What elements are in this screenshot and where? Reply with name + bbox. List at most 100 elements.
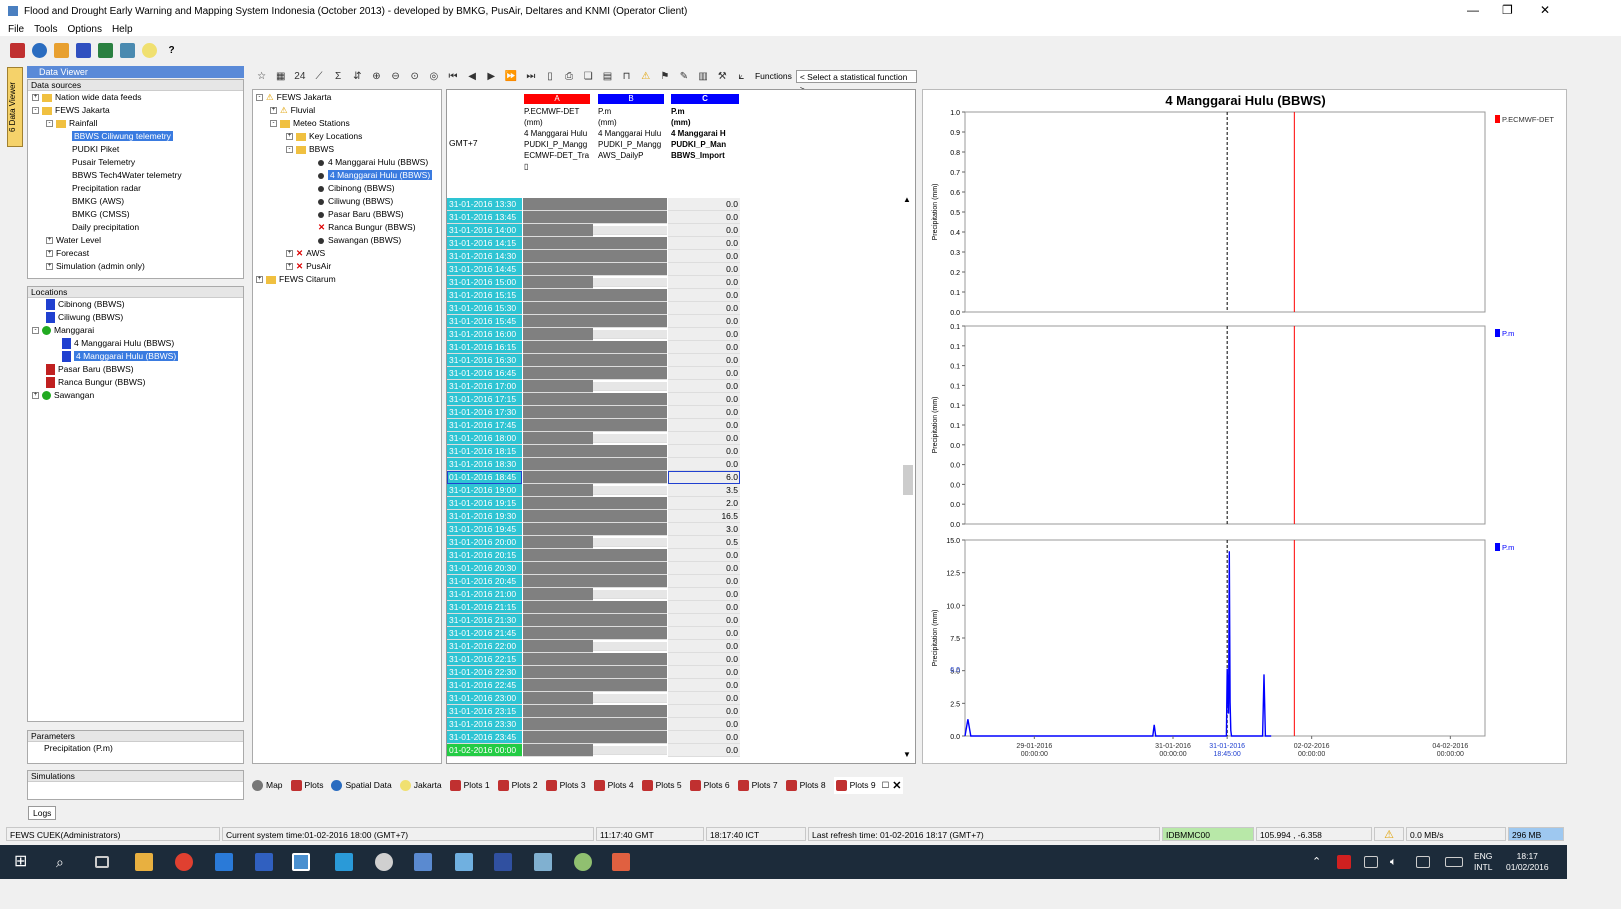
value-cell[interactable] <box>593 523 667 536</box>
time-cell[interactable]: 31-01-2016 20:15 <box>447 549 522 562</box>
app-icon[interactable] <box>455 853 473 871</box>
time-cell[interactable]: 31-01-2016 22:15 <box>447 653 522 666</box>
value-cell[interactable] <box>523 562 593 575</box>
value-cell[interactable]: 0.0 <box>668 744 740 757</box>
value-cell[interactable] <box>523 497 593 510</box>
value-cell[interactable] <box>593 341 667 354</box>
fews-app-icon[interactable] <box>292 853 310 871</box>
value-cell[interactable] <box>593 538 667 547</box>
star-icon[interactable]: ☆ <box>257 70 267 82</box>
value-cell[interactable] <box>593 614 667 627</box>
lock-icon[interactable]: ⊓ <box>622 70 631 82</box>
value-cell[interactable]: 0.0 <box>668 250 740 263</box>
value-cell[interactable]: 0.0 <box>668 692 740 705</box>
value-cell[interactable]: 0.0 <box>668 731 740 744</box>
value-cell[interactable] <box>593 486 667 495</box>
table-icon[interactable]: ▦ <box>275 70 286 82</box>
menu-help[interactable]: Help <box>111 23 133 35</box>
value-cell[interactable] <box>523 640 593 653</box>
tree-item[interactable]: - Rainfall <box>32 117 243 130</box>
column-header-c[interactable]: C P.m (mm) 4 Manggarai H PUDKI_P_Man BBWS_I… <box>671 94 739 161</box>
table-row[interactable]: 31-01-2016 16:30 0.0 <box>447 354 740 367</box>
filter-item[interactable]: 4 Manggarai Hulu (BBWS) <box>256 156 441 169</box>
volume-icon[interactable]: 🔈︎ <box>1390 856 1397 868</box>
value-cell[interactable]: 0.0 <box>668 549 740 562</box>
tab-plots-3[interactable]: Plots 3 <box>545 779 586 791</box>
time-cell[interactable]: 31-01-2016 15:45 <box>447 315 522 328</box>
value-cell[interactable]: 3.0 <box>668 523 740 536</box>
filter-item[interactable]: Ciliwung (BBWS) <box>256 195 441 208</box>
value-cell[interactable] <box>523 575 593 588</box>
value-cell[interactable] <box>593 367 667 380</box>
time-cell[interactable]: 31-01-2016 20:30 <box>447 562 522 575</box>
value-cell[interactable] <box>523 614 593 627</box>
location-item[interactable]: Pasar Baru (BBWS) <box>32 363 243 376</box>
value-cell[interactable] <box>593 601 667 614</box>
table-row[interactable]: 31-01-2016 19:00 3.5 <box>447 484 740 497</box>
location-item[interactable]: - Manggarai <box>32 324 243 337</box>
time-cell[interactable]: 31-01-2016 20:45 <box>447 575 522 588</box>
value-cell[interactable] <box>593 497 667 510</box>
zoom-out-icon[interactable]: ⊖ <box>391 70 400 82</box>
table-row[interactable]: 31-01-2016 20:45 0.0 <box>447 575 740 588</box>
filter-item[interactable]: Cibinong (BBWS) <box>256 182 441 195</box>
tab-plots-9[interactable]: Plots 9 ☐ ✕ <box>833 776 904 794</box>
tab-plots-2[interactable]: Plots 2 <box>497 779 538 791</box>
value-cell[interactable] <box>593 471 667 484</box>
time-cell[interactable]: 31-01-2016 19:30 <box>447 510 522 523</box>
warning-icon[interactable]: ⚠ <box>641 70 651 82</box>
table-row[interactable]: 31-01-2016 19:15 2.0 <box>447 497 740 510</box>
network-icon[interactable] <box>1364 856 1378 868</box>
time-cell[interactable]: 31-01-2016 23:15 <box>447 705 522 718</box>
value-cell[interactable]: 0.0 <box>668 393 740 406</box>
edit-chart-icon[interactable]: ✎ <box>679 70 689 82</box>
value-cell[interactable] <box>593 549 667 562</box>
time-cell[interactable]: 31-01-2016 17:30 <box>447 406 522 419</box>
value-cell[interactable] <box>523 315 593 328</box>
value-cell[interactable]: 0.0 <box>668 705 740 718</box>
app-icon[interactable] <box>494 853 512 871</box>
value-cell[interactable]: 0.5 <box>668 536 740 549</box>
value-cell[interactable] <box>593 666 667 679</box>
location-item[interactable]: 4 Manggarai Hulu (BBWS) <box>32 337 243 350</box>
table-row[interactable]: 31-01-2016 23:15 0.0 <box>447 705 740 718</box>
table-row[interactable]: 31-01-2016 23:30 0.0 <box>447 718 740 731</box>
location-item[interactable]: + Sawangan <box>32 390 95 401</box>
table-row[interactable]: 31-01-2016 15:00 0.0 <box>447 276 740 289</box>
value-cell[interactable]: 0.0 <box>668 289 740 302</box>
menu-tools[interactable]: Tools <box>34 23 58 35</box>
value-cell[interactable] <box>523 237 593 250</box>
value-cell[interactable]: 0.0 <box>668 315 740 328</box>
tree-item[interactable]: Precipitation radar <box>72 183 141 193</box>
time-cell[interactable]: 31-01-2016 23:00 <box>447 692 522 705</box>
next-icon[interactable]: ▶ <box>487 70 496 82</box>
value-cell[interactable] <box>523 250 593 263</box>
table-row[interactable]: 01-01-2016 18:45 6.0 <box>447 471 740 484</box>
value-cell[interactable] <box>593 718 667 731</box>
table-row[interactable]: 31-01-2016 16:15 0.0 <box>447 341 740 354</box>
value-cell[interactable] <box>523 367 593 380</box>
value-cell[interactable] <box>523 341 593 354</box>
value-cell[interactable] <box>593 263 667 276</box>
table-row[interactable]: 31-01-2016 16:45 0.0 <box>447 367 740 380</box>
value-cell[interactable] <box>523 510 593 523</box>
table-row[interactable]: 31-01-2016 17:15 0.0 <box>447 393 740 406</box>
value-cell[interactable]: 0.0 <box>668 380 740 393</box>
last-icon[interactable]: ⏭ <box>526 70 536 82</box>
time-cell[interactable]: 01-01-2016 18:45 <box>447 471 522 484</box>
tree-item[interactable]: + Forecast <box>46 248 90 258</box>
app-icon[interactable] <box>534 853 552 871</box>
time-cell[interactable]: 31-01-2016 18:30 <box>447 458 522 471</box>
value-cell[interactable] <box>523 419 593 432</box>
filter-item-selected[interactable]: 4 Manggarai Hulu (BBWS) <box>256 169 441 182</box>
value-cell[interactable] <box>593 679 667 692</box>
value-cell[interactable] <box>523 718 593 731</box>
value-cell[interactable]: 0.0 <box>668 640 740 653</box>
tab-plots-4[interactable]: Plots 4 <box>593 779 634 791</box>
value-cell[interactable]: 0.0 <box>668 354 740 367</box>
table-row[interactable]: 31-01-2016 14:15 0.0 <box>447 237 740 250</box>
time-cell[interactable]: 31-01-2016 20:00 <box>447 536 522 549</box>
time-cell[interactable]: 31-01-2016 14:45 <box>447 263 522 276</box>
value-cell[interactable]: 0.0 <box>668 276 740 289</box>
value-cell[interactable] <box>523 263 593 276</box>
